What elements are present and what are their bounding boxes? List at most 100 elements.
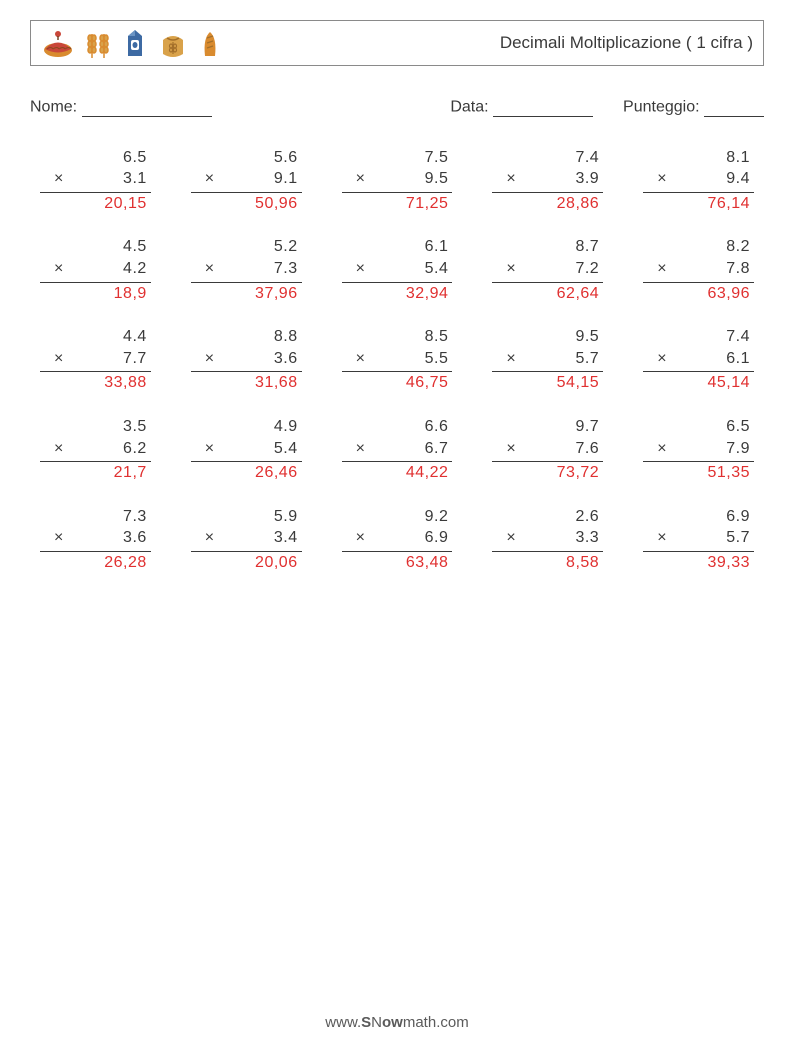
- header-bar: Decimali Moltiplicazione ( 1 cifra ): [30, 20, 764, 66]
- operand-b: 5.4: [214, 438, 297, 460]
- problem-cell: 5.2×7.3 37,96: [191, 236, 302, 304]
- problem-cell: 4.9×5.426,46: [191, 416, 302, 484]
- operand-b: 6.2: [63, 438, 146, 460]
- answer: 20,15: [40, 193, 151, 215]
- operand-b: 3.1: [63, 168, 146, 190]
- operand-b-row: ×5.7: [492, 348, 603, 370]
- operand-b-row: ×3.6: [40, 527, 151, 549]
- operand-b: 3.6: [63, 527, 146, 549]
- operand-b-row: ×7.9: [643, 438, 754, 460]
- times-sign: ×: [191, 527, 214, 549]
- operand-b: 9.1: [214, 168, 297, 190]
- name-blank[interactable]: [82, 98, 212, 117]
- operand-a: 4.5: [40, 236, 151, 258]
- problem-cell: 4.4×7.733,88: [40, 326, 151, 394]
- operand-a: 6.9: [643, 506, 754, 528]
- problem-cell: 9.7×7.673,72: [492, 416, 603, 484]
- footer-suffix: .com: [436, 1014, 469, 1031]
- wheat-icon: [83, 26, 113, 60]
- problem-cell: 8.8×3.631,68: [191, 326, 302, 394]
- operand-a: 6.1: [342, 236, 453, 258]
- answer: 51,35: [643, 462, 754, 484]
- footer-math: math: [403, 1014, 436, 1031]
- problem-cell: 7.5×9.571,25: [342, 147, 453, 215]
- operand-a: 5.6: [191, 147, 302, 169]
- times-sign: ×: [342, 168, 365, 190]
- problem-cell: 8.1×9.476,14: [643, 147, 754, 215]
- answer: 46,75: [342, 372, 453, 394]
- answer: 20,06: [191, 552, 302, 574]
- answer: 73,72: [492, 462, 603, 484]
- problem-cell: 3.5×6.221,7: [40, 416, 151, 484]
- header-icons: [41, 26, 223, 60]
- times-sign: ×: [492, 168, 515, 190]
- operand-a: 4.4: [40, 326, 151, 348]
- operand-b-row: ×7.8: [643, 258, 754, 280]
- operand-a: 3.5: [40, 416, 151, 438]
- operand-b-row: ×7.7: [40, 348, 151, 370]
- operand-a: 8.7: [492, 236, 603, 258]
- operand-b-row: ×7.2: [492, 258, 603, 280]
- problem-cell: 9.2×6.963,48: [342, 506, 453, 574]
- answer: 21,7: [40, 462, 151, 484]
- operand-b-row: ×5.5: [342, 348, 453, 370]
- operand-b-row: ×7.3: [191, 258, 302, 280]
- operand-b-row: ×6.7: [342, 438, 453, 460]
- operand-b: 9.4: [667, 168, 750, 190]
- operand-a: 5.2: [191, 236, 302, 258]
- answer: 32,94: [342, 283, 453, 305]
- times-sign: ×: [492, 438, 515, 460]
- operand-a: 8.8: [191, 326, 302, 348]
- operand-a: 7.3: [40, 506, 151, 528]
- pie-icon: [41, 26, 75, 60]
- answer: 54,15: [492, 372, 603, 394]
- operand-a: 8.2: [643, 236, 754, 258]
- operand-a: 7.5: [342, 147, 453, 169]
- answer: 39,33: [643, 552, 754, 574]
- worksheet-page: Decimali Moltiplicazione ( 1 cifra ) Nom…: [0, 0, 794, 574]
- operand-b: 9.5: [365, 168, 448, 190]
- worksheet-title: Decimali Moltiplicazione ( 1 cifra ): [500, 33, 753, 53]
- operand-b: 6.7: [365, 438, 448, 460]
- operand-b: 5.7: [516, 348, 599, 370]
- problem-cell: 8.2×7.8 63,96: [643, 236, 754, 304]
- problem-cell: 8.7×7.262,64: [492, 236, 603, 304]
- operand-b-row: ×3.3: [492, 527, 603, 549]
- times-sign: ×: [643, 438, 666, 460]
- score-blank[interactable]: [704, 98, 764, 117]
- operand-b: 3.3: [516, 527, 599, 549]
- score-label: Punteggio:: [623, 99, 700, 116]
- problem-cell: 7.3×3.6 26,28: [40, 506, 151, 574]
- answer: 18,9: [40, 283, 151, 305]
- times-sign: ×: [191, 168, 214, 190]
- operand-b-row: ×3.9: [492, 168, 603, 190]
- operand-b: 7.2: [516, 258, 599, 280]
- answer: 26,28: [40, 552, 151, 574]
- operand-b: 5.7: [667, 527, 750, 549]
- operand-b-row: ×9.1: [191, 168, 302, 190]
- operand-b-row: ×6.9: [342, 527, 453, 549]
- operand-b-row: ×5.4: [191, 438, 302, 460]
- operand-b-row: ×3.6: [191, 348, 302, 370]
- operand-a: 8.5: [342, 326, 453, 348]
- problem-cell: 2.6×3.38,58: [492, 506, 603, 574]
- flour-sack-icon: [157, 26, 189, 60]
- answer: 44,22: [342, 462, 453, 484]
- answer: 8,58: [492, 552, 603, 574]
- footer-ow: ow: [382, 1014, 403, 1031]
- times-sign: ×: [40, 168, 63, 190]
- answer: 50,96: [191, 193, 302, 215]
- operand-b: 7.9: [667, 438, 750, 460]
- date-blank[interactable]: [493, 98, 593, 117]
- answer: 45,14: [643, 372, 754, 394]
- times-sign: ×: [643, 168, 666, 190]
- answer: 28,86: [492, 193, 603, 215]
- answer: 63,48: [342, 552, 453, 574]
- answer: 37,96: [191, 283, 302, 305]
- problem-cell: 6.5×3.120,15: [40, 147, 151, 215]
- answer: 63,96: [643, 283, 754, 305]
- problem-cell: 7.4×6.145,14: [643, 326, 754, 394]
- operand-b: 7.6: [516, 438, 599, 460]
- problem-cell: 7.4×3.928,86: [492, 147, 603, 215]
- operand-a: 9.5: [492, 326, 603, 348]
